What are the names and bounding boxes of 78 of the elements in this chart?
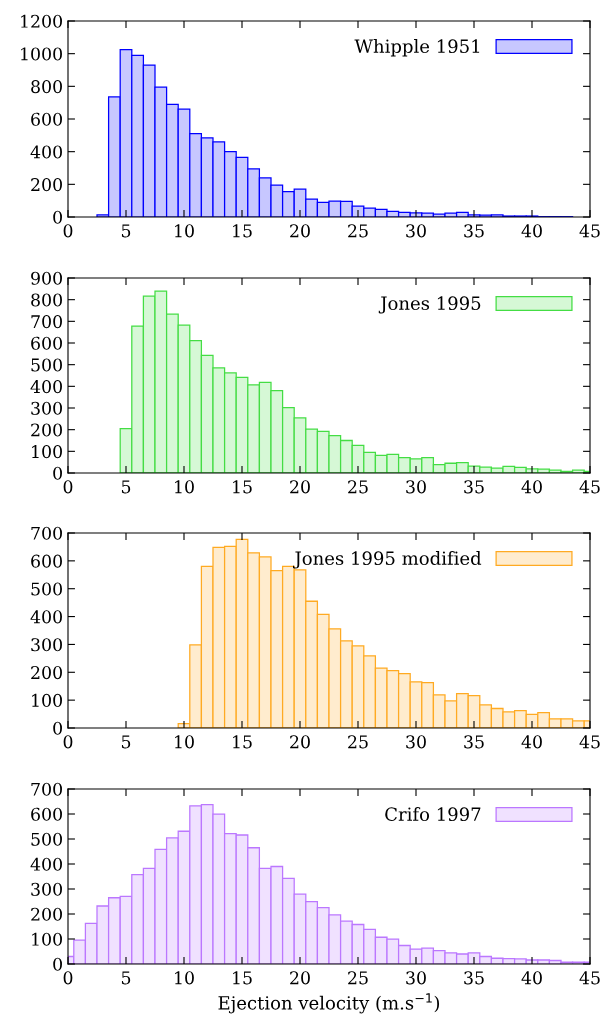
y-tick-label: 700: [31, 315, 62, 329]
y-tick-label: 700: [31, 782, 62, 796]
x-tick-label: 20: [290, 224, 310, 238]
x-tick-label: 0: [63, 971, 73, 985]
y-tick-label: 600: [31, 112, 62, 126]
x-tick-label: 35: [464, 224, 484, 238]
y-tick-label: 100: [32, 445, 62, 459]
y-tick-label: 600: [31, 807, 62, 821]
x-tick-label: 0: [63, 735, 73, 749]
x-tick-label: 10: [175, 735, 194, 749]
y-tick-label: 800: [31, 80, 62, 94]
y-tick-label: 600: [31, 554, 62, 568]
legend-label: Crifo 1997: [385, 807, 481, 822]
y-tick-label: 300: [31, 882, 62, 896]
y-tick-label: 400: [30, 610, 62, 624]
y-tick-label: 400: [30, 857, 62, 871]
x-tick-label: 30: [406, 224, 426, 238]
x-tick-label: 20: [290, 480, 310, 494]
x-tick-label: 40: [521, 735, 542, 749]
x-tick-label: 30: [406, 480, 426, 494]
legend-label: Whipple 1951: [354, 39, 480, 57]
y-tick-label: 300: [31, 638, 62, 652]
x-tick-label: 10: [175, 224, 194, 238]
legend-label: Jones 1995 modified: [293, 551, 482, 569]
x-tick-label: 35: [464, 480, 484, 494]
x-tick-label: 0: [63, 480, 73, 494]
y-tick-label: 0: [53, 210, 62, 224]
x-tick-label: 25: [348, 735, 368, 749]
x-tick-label: 25: [348, 480, 368, 494]
x-tick-label: 5: [121, 971, 131, 985]
x-tick-label: 40: [521, 971, 542, 985]
y-tick-label: 800: [31, 293, 62, 307]
y-tick-label: 400: [30, 145, 62, 159]
x-tick-label: 20: [290, 971, 310, 985]
x-tick-label: 20: [290, 735, 310, 749]
x-tick-label: 35: [464, 971, 484, 985]
y-tick-label: 500: [31, 358, 62, 372]
x-tick-label: 15: [233, 480, 252, 494]
x-tick-label: 40: [521, 224, 542, 238]
x-tick-label: 15: [233, 971, 252, 985]
x-tick-label: 0: [63, 224, 73, 238]
x-tick-label: 15: [233, 224, 252, 238]
y-tick-label: 200: [31, 423, 62, 437]
y-tick-label: 1200: [21, 14, 62, 28]
x-tick-label: 45: [579, 735, 600, 749]
y-tick-label: 300: [31, 401, 62, 415]
y-tick-label: 100: [32, 693, 62, 707]
x-tick-label: 5: [121, 224, 131, 238]
x-tick-label: 15: [233, 735, 252, 749]
y-tick-label: 700: [31, 526, 62, 540]
x-tick-label: 45: [579, 971, 600, 985]
legend-label: Jones 1995: [378, 296, 481, 314]
y-tick-label: 400: [30, 380, 62, 394]
x-tick-label: 30: [406, 971, 426, 985]
y-tick-label: 600: [31, 336, 62, 350]
y-tick-label: 900: [31, 271, 62, 285]
y-tick-label: 200: [31, 907, 62, 921]
y-tick-label: 100: [32, 932, 62, 946]
x-tick-label: 35: [464, 735, 484, 749]
y-tick-label: 500: [31, 582, 62, 596]
x-tick-label: 25: [348, 971, 368, 985]
x-tick-label: 25: [348, 224, 368, 238]
x-tick-label: 10: [175, 971, 194, 985]
y-tick-label: 0: [53, 721, 62, 735]
x-tick-label: 40: [521, 480, 542, 494]
x-tick-label: 45: [579, 224, 600, 238]
y-tick-label: 0: [53, 957, 62, 971]
x-axis-title: Ejection velocity (m.s$^{−1}$): [218, 993, 440, 1014]
y-tick-label: 500: [31, 832, 62, 846]
y-tick-label: 1000: [21, 47, 62, 61]
x-tick-label: 5: [121, 735, 131, 749]
y-tick-label: 200: [31, 178, 62, 192]
x-tick-label: 30: [406, 735, 426, 749]
y-tick-label: 200: [31, 666, 62, 680]
x-tick-label: 5: [121, 480, 131, 494]
x-tick-label: 45: [579, 480, 600, 494]
y-tick-label: 0: [53, 466, 62, 480]
x-tick-label: 10: [175, 480, 194, 494]
